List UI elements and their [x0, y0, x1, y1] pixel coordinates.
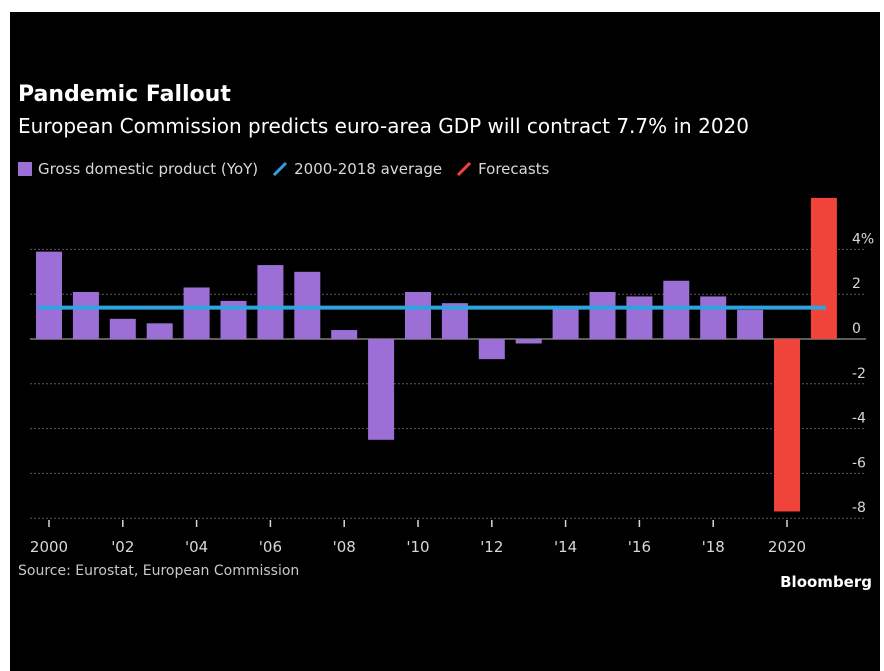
x-tick-label: '04	[185, 538, 208, 556]
x-tick-label: '06	[259, 538, 282, 556]
gdp-bar	[478, 339, 505, 360]
chart-frame	[10, 12, 880, 671]
gdp-bar	[589, 291, 616, 339]
gdp-bar	[146, 323, 173, 339]
x-tick-label: '10	[406, 538, 429, 556]
legend-label-average: 2000-2018 average	[294, 160, 443, 178]
gdp-bar	[663, 280, 690, 339]
y-tick-label: 4%	[852, 231, 874, 247]
legend-swatch-average	[273, 162, 288, 176]
y-tick-label: -2	[852, 366, 866, 382]
x-tick-label: 2020	[768, 538, 806, 556]
legend-item-gdp: Gross domestic product (YoY)	[18, 160, 258, 178]
gdp-bar	[183, 287, 210, 339]
gdp-bar	[294, 271, 321, 339]
gdp-bar	[109, 318, 136, 339]
legend-label-gdp: Gross domestic product (YoY)	[38, 160, 259, 178]
legend-item-average: 2000-2018 average	[272, 160, 442, 178]
chart-subtitle: European Commission predicts euro-area G…	[18, 114, 749, 138]
y-tick-label: 0	[852, 321, 861, 337]
gdp-bar	[515, 339, 542, 344]
gdp-bar	[737, 309, 764, 339]
bloomberg-logo: Bloomberg	[780, 573, 872, 591]
y-tick-label: -6	[852, 455, 866, 471]
gdp-bar	[626, 296, 653, 339]
gdp-bar	[72, 291, 99, 339]
x-tick-label: 2000	[30, 538, 68, 556]
legend-swatch-gdp	[18, 162, 32, 176]
gdp-bar	[36, 251, 62, 339]
x-tick-label: '02	[111, 538, 134, 556]
x-tick-label: '14	[554, 538, 577, 556]
y-tick-label: -8	[852, 500, 866, 516]
y-tick-label: -4	[852, 411, 866, 427]
legend-label-forecasts: Forecasts	[478, 160, 550, 178]
x-tick-label: '08	[333, 538, 356, 556]
chart-title: Pandemic Fallout	[18, 82, 231, 107]
gdp-bar	[331, 330, 358, 339]
x-tick-label: '12	[480, 538, 503, 556]
source-note: Source: Eurostat, European Commission	[18, 563, 300, 579]
chart-legend: Gross domestic product (YoY) 2000-2018 a…	[18, 160, 563, 178]
legend-item-forecasts: Forecasts	[456, 160, 549, 178]
gdp-bar	[405, 291, 431, 339]
gdp-bar	[257, 265, 284, 339]
x-tick-label: '16	[628, 538, 651, 556]
gdp-bar	[552, 307, 579, 339]
forecast-bar	[774, 339, 800, 512]
forecast-bar	[810, 197, 837, 339]
y-tick-label: 2	[852, 276, 861, 292]
x-tick-label: '18	[702, 538, 725, 556]
gdp-bar	[368, 339, 395, 440]
gdp-bar	[700, 296, 727, 339]
legend-swatch-forecasts	[457, 162, 472, 176]
